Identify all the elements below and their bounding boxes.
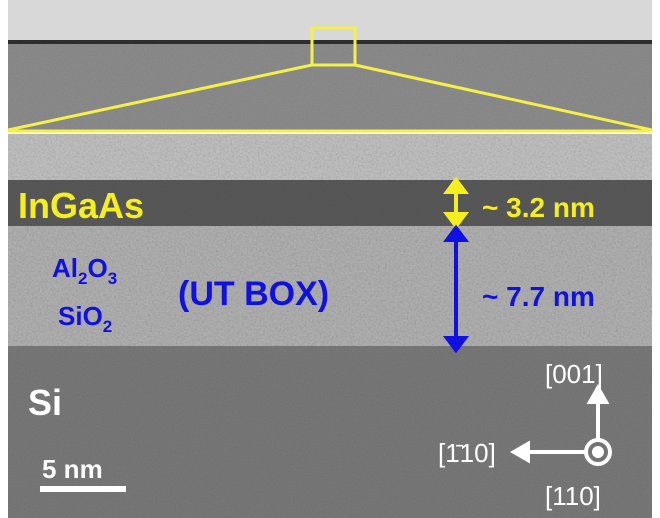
- overview-layer: [8, 40, 652, 44]
- box-thickness: ~ 7.7 nm: [482, 281, 595, 312]
- top-amorphous: [8, 134, 652, 182]
- dir-110: [110]: [545, 481, 601, 511]
- si-label: Si: [28, 382, 62, 423]
- overview-top: [8, 0, 652, 42]
- scale-label: 5 nm: [42, 454, 103, 484]
- scale-bar: [40, 486, 126, 492]
- ingaas-label: InGaAs: [18, 185, 144, 226]
- dir-001: [001]: [545, 359, 603, 389]
- tem-micrograph: InGaAs ~ 3.2 nm ~ 7.7 nm Al2O3 SiO2 (UT …: [0, 0, 660, 518]
- overview-substrate: [8, 44, 652, 130]
- ingaas-thickness: ~ 3.2 nm: [482, 192, 595, 223]
- ut-box-label: (UT BOX): [178, 275, 329, 313]
- dir-110bar: [1̄10]: [438, 438, 496, 468]
